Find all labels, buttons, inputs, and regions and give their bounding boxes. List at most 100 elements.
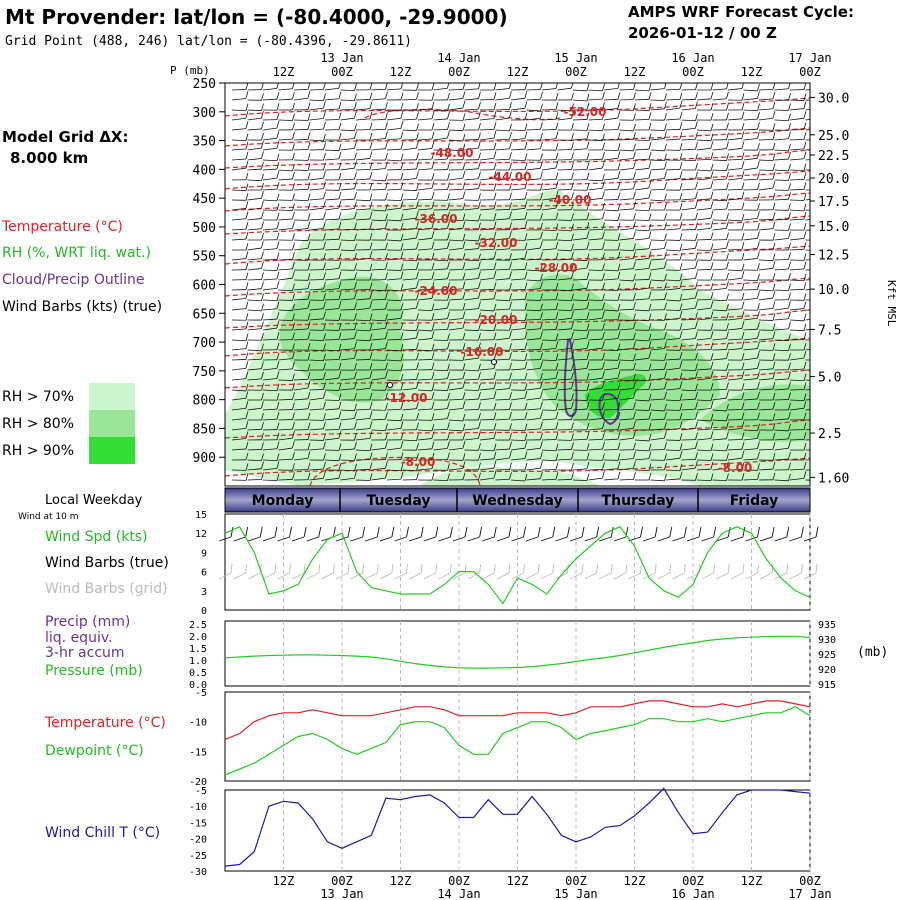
wind-barb-flag: [741, 152, 745, 160]
wind-barb-flag: [509, 472, 512, 480]
wind-barb-flag: [245, 463, 249, 471]
wind-barb-staff: [402, 349, 417, 351]
wind-barb-staff: [417, 329, 432, 332]
wind-barb-flag: [648, 281, 652, 289]
wind-barb-staff: [789, 99, 805, 101]
wind-barb-flag: [276, 361, 280, 369]
wind-barb-staff: [774, 218, 789, 221]
wind-barb-flag: [571, 162, 574, 170]
wind-barb-flag: [664, 93, 667, 101]
wind-barb-staff: [386, 379, 401, 382]
wind-barb-staff: [681, 319, 696, 321]
wind-barb-flag: [741, 432, 745, 440]
wind-barb-grid: [569, 572, 583, 580]
wind-barb-flag: [292, 313, 295, 321]
wind-barb-flag: [261, 333, 264, 341]
pressure-level-label: 500: [193, 221, 216, 236]
wind-barb-flag: [788, 261, 791, 270]
wind-barb-staff: [433, 348, 448, 351]
wind-barb-grid: [584, 572, 597, 580]
wind-barb-staff: [572, 168, 588, 171]
wind-barb-flag: [462, 332, 466, 340]
wind-barb-flag: [493, 262, 497, 270]
wind-barb-staff: [417, 429, 432, 432]
wind-barb-flag: [602, 453, 605, 461]
wind-barb-flag: [741, 311, 745, 319]
wind-barb-staff: [293, 199, 309, 202]
wind-barb-flag: [493, 303, 497, 312]
wind-barb-staff: [340, 138, 355, 141]
wind-barb-grid: [376, 563, 379, 574]
wind-barb-flag: [788, 283, 791, 291]
wind-barb-flag: [788, 321, 791, 329]
wind-barb-flag: [710, 413, 714, 422]
wind-barb-flag: [416, 323, 419, 331]
wind-barb-flag: [509, 132, 512, 140]
wind-barb-flag: [354, 471, 357, 479]
wind-barb-flag: [245, 441, 249, 450]
wind-barb-flag: [369, 342, 373, 351]
wind-barb-flag: [322, 200, 326, 209]
wind-barb-flag: [726, 253, 729, 261]
wind-barb-staff: [510, 227, 525, 231]
wind-barb-staff: [340, 229, 355, 231]
wind-barb-flag: [695, 421, 698, 429]
wind-barb-flag: [617, 122, 621, 130]
wind-barb-flag: [416, 92, 419, 100]
wind-barb-staff: [619, 258, 634, 261]
wind-barb-flag: [710, 431, 714, 439]
wind-barb-flag: [710, 292, 714, 300]
wind-barb-flag: [354, 272, 357, 280]
wind-barb-staff: [696, 98, 711, 101]
wind-barb-staff: [526, 117, 541, 121]
wind-barb-flag: [617, 442, 621, 450]
wind-barb-flag: [524, 131, 528, 139]
wind-barb-staff: [247, 147, 262, 151]
wind-barb-staff: [603, 209, 618, 212]
wind-barb-staff: [479, 438, 494, 441]
wind-barb-flag: [586, 312, 590, 320]
wind-barb-staff: [650, 258, 665, 261]
wind-barb-flag: [617, 83, 620, 89]
wind-barb-flag: [307, 122, 311, 130]
wind-barb-staff: [743, 317, 758, 321]
wind-barb-staff: [774, 418, 789, 421]
wind-barb-flag: [338, 162, 342, 170]
wind-barb-staff: [526, 148, 541, 151]
wind-barb-flag: [261, 103, 264, 111]
wind-barb-flag: [788, 371, 791, 379]
wind-barb-flag: [416, 443, 419, 451]
wind-barb-staff: [247, 218, 262, 221]
wind-barb-staff: [371, 227, 386, 231]
wind-barb-flag: [633, 123, 636, 132]
wind-barb-flag: [369, 132, 373, 141]
wind-barb-flag: [431, 313, 435, 321]
wind-barb-flag: [276, 301, 280, 309]
wind-barb-staff: [758, 178, 773, 181]
wind-barb-flag: [803, 261, 807, 270]
wind-barb-flag: [540, 312, 543, 320]
wind-barb-staff: [479, 309, 494, 312]
temp-contour-label: -44.00: [489, 170, 532, 184]
wind-barb-flag: [307, 172, 311, 180]
wind-barb-staff: [526, 367, 541, 371]
wind-barb-staff: [774, 378, 789, 381]
temp-contour-line: [225, 277, 810, 297]
wind-barb-staff: [681, 448, 696, 451]
wind-barb-flag: [819, 392, 821, 399]
wind-barb-staff: [805, 259, 810, 261]
wind-barb-staff: [340, 288, 355, 291]
wind-barb-flag: [524, 383, 528, 391]
wind-barb-flag: [648, 171, 652, 179]
wind-barb-flag: [772, 202, 776, 210]
wind-barb-staff: [340, 208, 355, 211]
wind-barb-staff: [805, 479, 810, 481]
wind-barb-staff: [805, 99, 810, 101]
wind-barb-flag: [586, 473, 590, 481]
wind-barb-flag: [431, 272, 435, 280]
wind-barb-flag: [617, 312, 621, 320]
wind-barb-staff: [262, 468, 277, 471]
wind-barb-flag: [819, 402, 821, 409]
wind-barb-staff: [402, 178, 417, 181]
wind-barb-flag: [431, 303, 435, 311]
